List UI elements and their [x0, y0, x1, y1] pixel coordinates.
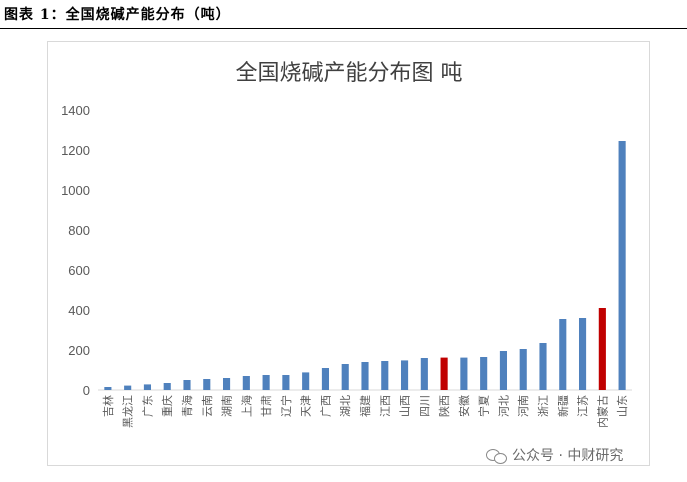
y-tick-label: 1400 [61, 103, 90, 118]
x-tick-label: 河北 [497, 395, 510, 417]
bar [499, 351, 508, 390]
watermark: 公众号 · 中财研究 [486, 445, 623, 465]
bar [242, 376, 250, 390]
bar [143, 384, 152, 390]
bar [124, 385, 132, 390]
x-tick-label: 湖南 [221, 395, 234, 417]
chart-frame [47, 41, 650, 466]
y-tick-label: 600 [68, 263, 90, 278]
bar [440, 357, 448, 390]
x-tick-label: 甘肃 [260, 395, 273, 417]
bar [519, 349, 527, 390]
x-tick-label: 江西 [379, 395, 392, 417]
x-tick-label: 浙江 [537, 395, 550, 417]
bar [302, 372, 310, 390]
bar [400, 360, 409, 390]
bar [104, 387, 112, 390]
bar [420, 358, 428, 390]
x-tick-label: 广西 [319, 395, 332, 417]
x-tick-label: 四川 [418, 395, 431, 417]
x-tick-label: 广东 [141, 395, 154, 417]
bar [282, 375, 290, 390]
x-tick-label: 内蒙古 [595, 395, 609, 428]
x-tick-label: 山东 [616, 395, 629, 417]
x-tick-label: 宁夏 [477, 395, 491, 417]
x-tick-label: 重庆 [160, 395, 174, 417]
x-tick-label: 黑龙江 [122, 395, 135, 428]
bar [539, 343, 547, 390]
y-tick-label: 400 [68, 303, 90, 318]
bar [598, 308, 606, 390]
x-tick-label: 安徽 [457, 395, 471, 417]
caption-rule [0, 28, 687, 29]
bar [321, 368, 330, 390]
x-tick-label: 辽宁 [279, 395, 293, 417]
y-tick-label: 0 [83, 383, 90, 398]
x-tick-label: 陕西 [437, 395, 451, 417]
bar [460, 357, 468, 390]
bar [183, 380, 191, 390]
y-tick-label: 200 [68, 343, 90, 358]
bar [341, 364, 349, 390]
bar [361, 362, 369, 390]
bar [618, 141, 626, 390]
bar [163, 383, 171, 390]
bar [203, 379, 211, 390]
x-tick-label: 天津 [300, 395, 313, 417]
y-tick-label: 800 [68, 223, 90, 238]
x-tick-label: 河南 [517, 395, 530, 417]
x-tick-label: 江苏 [577, 395, 590, 417]
bar [578, 318, 587, 390]
x-tick-label: 湖北 [339, 395, 352, 417]
x-tick-label: 青海 [180, 395, 194, 417]
x-tick-label: 云南 [201, 395, 214, 417]
x-tick-label: 新疆 [556, 395, 570, 417]
watermark-text: 公众号 · 中财研究 [512, 448, 624, 464]
bar [559, 319, 567, 390]
y-tick-label: 1200 [61, 143, 90, 158]
x-tick-label: 福建 [358, 395, 372, 417]
bar [222, 378, 231, 390]
bar [480, 357, 488, 390]
x-tick-label: 吉林 [101, 395, 115, 417]
bar [381, 361, 389, 390]
wechat-icon [486, 448, 508, 464]
y-tick-label: 1000 [61, 183, 90, 198]
figure-caption: 图表 1：全国烧碱产能分布（吨） [4, 7, 231, 23]
x-tick-label: 上海 [239, 395, 253, 417]
x-tick-label: 山西 [399, 395, 412, 417]
bar [262, 375, 270, 390]
chart-title: 全国烧碱产能分布图 吨 [236, 61, 463, 86]
